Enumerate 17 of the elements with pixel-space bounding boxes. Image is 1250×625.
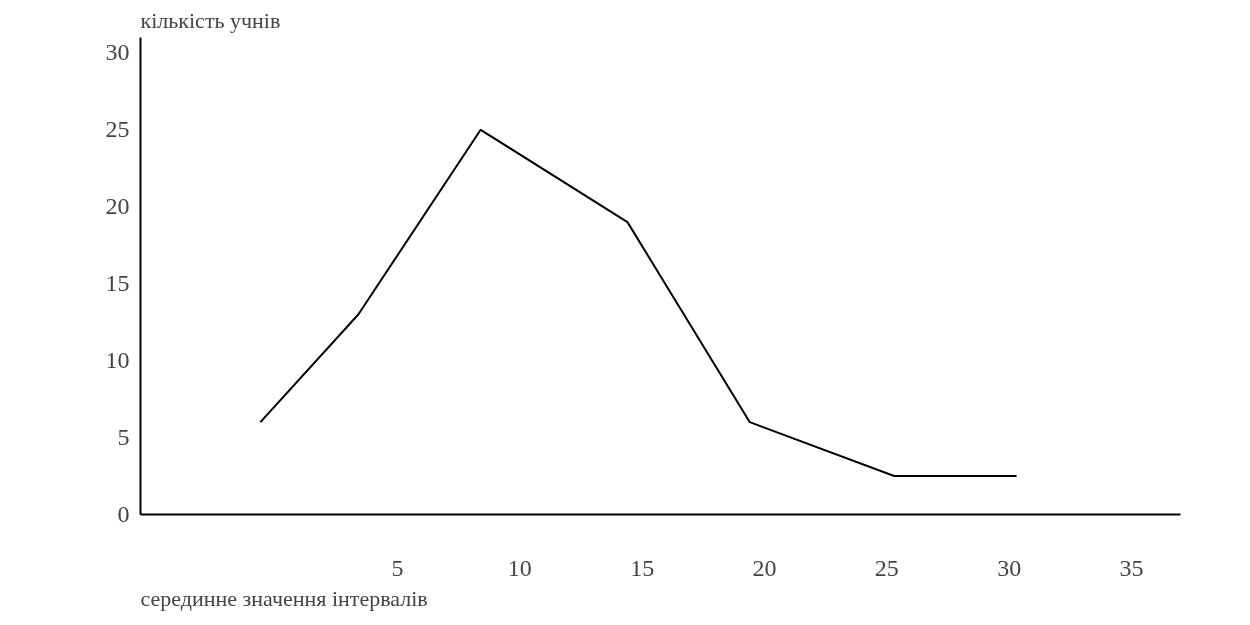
x-tick-label: 5 <box>391 554 404 581</box>
y-tick-label: 0 <box>117 501 130 527</box>
y-tick-label: 20 <box>105 193 130 220</box>
y-tick-label: 30 <box>105 39 130 66</box>
x-tick-label: 25 <box>874 554 899 581</box>
x-tick-label: 20 <box>752 554 777 581</box>
y-tick-label: 5 <box>117 424 130 451</box>
y-axis-title: кількість учнів <box>140 7 281 33</box>
y-tick-label: 15 <box>105 270 130 297</box>
y-tick-label: 25 <box>105 116 130 143</box>
x-tick-label: 15 <box>630 554 655 581</box>
x-axis-title: серединне значення інтервалів <box>140 585 428 611</box>
x-tick-label: 35 <box>1119 554 1144 581</box>
x-tick-label: 30 <box>997 554 1022 581</box>
line-series <box>259 128 1018 478</box>
x-tick-label: 10 <box>507 554 532 581</box>
y-tick-label: 10 <box>105 347 130 374</box>
